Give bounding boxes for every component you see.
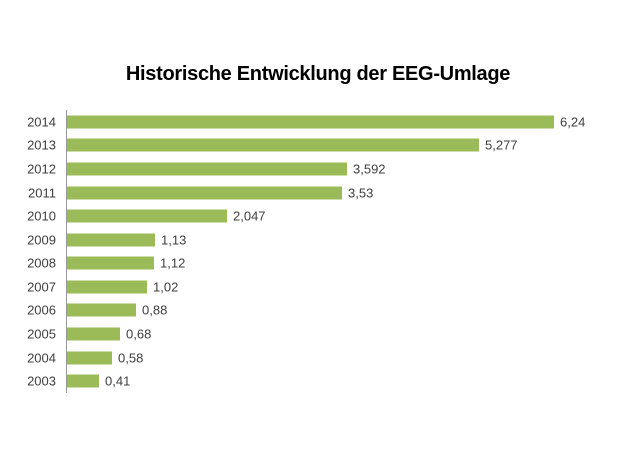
value-label: 0,58 [118,350,144,366]
category-label: 2012 [27,161,56,177]
bar [67,280,147,294]
value-label: 0,88 [142,302,168,318]
category-label: 2009 [27,232,56,248]
bar-row: 2003 0,41 [0,369,636,393]
category-label: 2014 [27,114,56,130]
value-label: 5,277 [485,137,518,153]
category-label: 2013 [27,137,56,153]
category-axis-line [66,110,67,393]
bar-row: 2009 1,13 [0,228,636,252]
chart-title: Historische Entwicklung der EEG-Umlage [125,63,511,85]
bar-row: 2008 1,12 [0,251,636,275]
bar-row: 2012 3,592 [0,157,636,181]
value-label: 1,13 [161,232,187,248]
value-label: 6,24 [560,114,586,130]
bar-row: 2007 1,02 [0,275,636,299]
category-label: 2007 [27,279,56,295]
bar-row: 2005 0,68 [0,322,636,346]
bar [67,374,99,388]
bar [67,256,154,270]
bar [67,162,347,176]
bar-rows: 2014 6,24 2013 5,277 2012 3,592 2011 3,53 2010 2,… [0,110,636,393]
bar-row: 2013 5,277 [0,134,636,158]
category-label: 2006 [27,302,56,318]
category-label: 2011 [28,185,56,201]
value-label: 3,53 [348,185,374,201]
category-label: 2003 [27,373,56,389]
bar-row: 2014 6,24 [0,110,636,134]
bar-row: 2011 3,53 [0,181,636,205]
category-label: 2005 [27,326,56,342]
bar-row: 2006 0,88 [0,299,636,323]
bar [67,209,227,223]
value-label: 1,12 [160,255,186,271]
category-label: 2004 [27,350,56,366]
bar [67,115,554,129]
bar-row: 2004 0,58 [0,346,636,370]
value-label: 0,41 [105,373,131,389]
bar [67,351,112,365]
bar [67,186,342,200]
plot-area: 2014 6,24 2013 5,277 2012 3,592 2011 3,53 2010 2,… [0,110,636,393]
value-label: 2,047 [233,208,266,224]
bar [67,327,120,341]
category-label: 2008 [27,255,56,271]
category-label: 2010 [27,208,56,224]
bar [67,303,136,317]
value-label: 0,68 [126,326,152,342]
bar [67,233,155,247]
value-label: 3,592 [353,161,386,177]
value-label: 1,02 [153,279,179,295]
bar-row: 2010 2,047 [0,204,636,228]
bar [67,138,479,152]
